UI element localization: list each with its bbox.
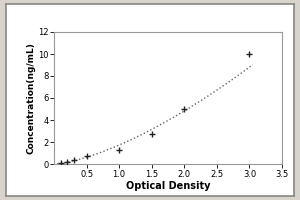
X-axis label: Optical Density: Optical Density [126,181,210,191]
Y-axis label: Concentration(ng/mL): Concentration(ng/mL) [26,42,35,154]
